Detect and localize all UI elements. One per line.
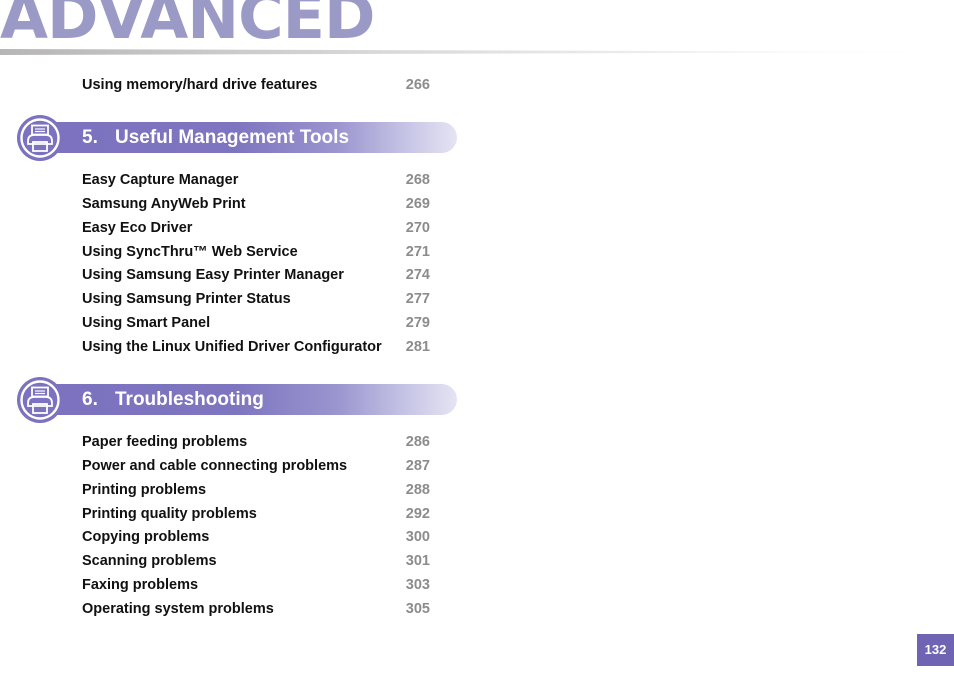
toc-entry[interactable]: Power and cable connecting problems 287 bbox=[82, 455, 430, 477]
toc-entry-label: Paper feeding problems bbox=[82, 434, 248, 450]
toc-entry-page: 268 bbox=[405, 172, 430, 188]
section-title-text: Useful Management Tools bbox=[115, 127, 350, 148]
section-title-text: Troubleshooting bbox=[115, 389, 264, 410]
toc-entry[interactable]: Scanning problems 301 bbox=[82, 550, 430, 572]
toc-entry[interactable]: Using Samsung Easy Printer Manager 274 bbox=[82, 264, 430, 286]
toc-entry-label: Operating system problems bbox=[82, 601, 274, 617]
toc-entry[interactable]: Copying problems 300 bbox=[82, 526, 430, 548]
toc-entry-label: Using Samsung Printer Status bbox=[82, 291, 291, 307]
toc-entry[interactable]: Easy Eco Driver 270 bbox=[82, 217, 430, 239]
toc-entry[interactable]: Samsung AnyWeb Print 269 bbox=[82, 193, 430, 215]
toc-entry-label: Easy Capture Manager bbox=[82, 172, 239, 188]
printer-icon bbox=[17, 115, 63, 161]
toc-entry-label: Using Smart Panel bbox=[82, 315, 211, 331]
toc-entry-label: Samsung AnyWeb Print bbox=[82, 196, 246, 212]
toc-entry-label: Using SyncThru™ Web Service bbox=[82, 244, 298, 260]
toc-entry-page: 300 bbox=[405, 529, 430, 545]
toc-entry[interactable]: Paper feeding problems 286 bbox=[82, 431, 430, 453]
toc-entry[interactable]: Printing quality problems 292 bbox=[82, 503, 430, 525]
section-title: 6. Troubleshooting bbox=[82, 384, 264, 415]
toc-entry-label: Using the Linux Unified Driver Configura… bbox=[82, 339, 382, 355]
toc-entry-label: Easy Eco Driver bbox=[82, 220, 193, 236]
toc-entry-label: Scanning problems bbox=[82, 553, 217, 569]
toc-entry-page: 274 bbox=[405, 267, 430, 283]
toc-entry-page: 281 bbox=[405, 339, 430, 355]
toc-entry[interactable]: Faxing problems 303 bbox=[82, 574, 430, 596]
page-number-badge: 132 bbox=[917, 634, 954, 666]
toc-entry-label: Faxing problems bbox=[82, 577, 199, 593]
section-bar bbox=[54, 122, 457, 153]
toc-entry[interactable]: Using Samsung Printer Status 277 bbox=[82, 288, 430, 310]
toc-entry-page: 292 bbox=[405, 506, 430, 522]
toc-entry-label: Using Samsung Easy Printer Manager bbox=[82, 267, 344, 283]
section-bar bbox=[54, 384, 457, 415]
title-divider bbox=[0, 49, 920, 55]
printer-icon bbox=[17, 377, 63, 423]
toc-entry-page: 271 bbox=[405, 244, 430, 260]
toc-entry-page: 287 bbox=[405, 458, 430, 474]
section-title: 5. Useful Management Tools bbox=[82, 122, 349, 153]
toc-entry-label: Using memory/hard drive features bbox=[82, 77, 318, 93]
section-header-useful-management-tools[interactable]: 5. Useful Management Tools bbox=[16, 114, 458, 162]
toc-entry[interactable]: Using SyncThru™ Web Service 271 bbox=[82, 241, 430, 263]
toc-entry-label: Copying problems bbox=[82, 529, 210, 545]
chapter-title: ADVANCED bbox=[0, 0, 375, 53]
toc-entry[interactable]: Operating system problems 305 bbox=[82, 598, 430, 620]
toc-entry-page: 266 bbox=[405, 77, 430, 93]
section-number: 5. bbox=[82, 127, 98, 148]
toc-entry[interactable]: Using Smart Panel 279 bbox=[82, 312, 430, 334]
toc-entry-page: 279 bbox=[405, 315, 430, 331]
toc-entry-page: 270 bbox=[405, 220, 430, 236]
toc-entry-page: 277 bbox=[405, 291, 430, 307]
toc-entry-page: 305 bbox=[405, 601, 430, 617]
section-number: 6. bbox=[82, 389, 98, 410]
toc-entry[interactable]: Printing problems 288 bbox=[82, 479, 430, 501]
toc-entry-page: 286 bbox=[405, 434, 430, 450]
toc-entry-label: Power and cable connecting problems bbox=[82, 458, 348, 474]
toc-entry-label: Printing problems bbox=[82, 482, 207, 498]
section-header-troubleshooting[interactable]: 6. Troubleshooting bbox=[16, 376, 458, 424]
toc-entry[interactable]: Easy Capture Manager 268 bbox=[82, 169, 430, 191]
toc-entry[interactable]: Using memory/hard drive features 266 bbox=[82, 74, 430, 96]
toc-entry-page: 269 bbox=[405, 196, 430, 212]
toc-entry-page: 301 bbox=[405, 553, 430, 569]
toc-entry-page: 303 bbox=[405, 577, 430, 593]
toc-entry-label: Printing quality problems bbox=[82, 506, 257, 522]
toc-entry-page: 288 bbox=[405, 482, 430, 498]
toc-entry[interactable]: Using the Linux Unified Driver Configura… bbox=[82, 336, 430, 358]
